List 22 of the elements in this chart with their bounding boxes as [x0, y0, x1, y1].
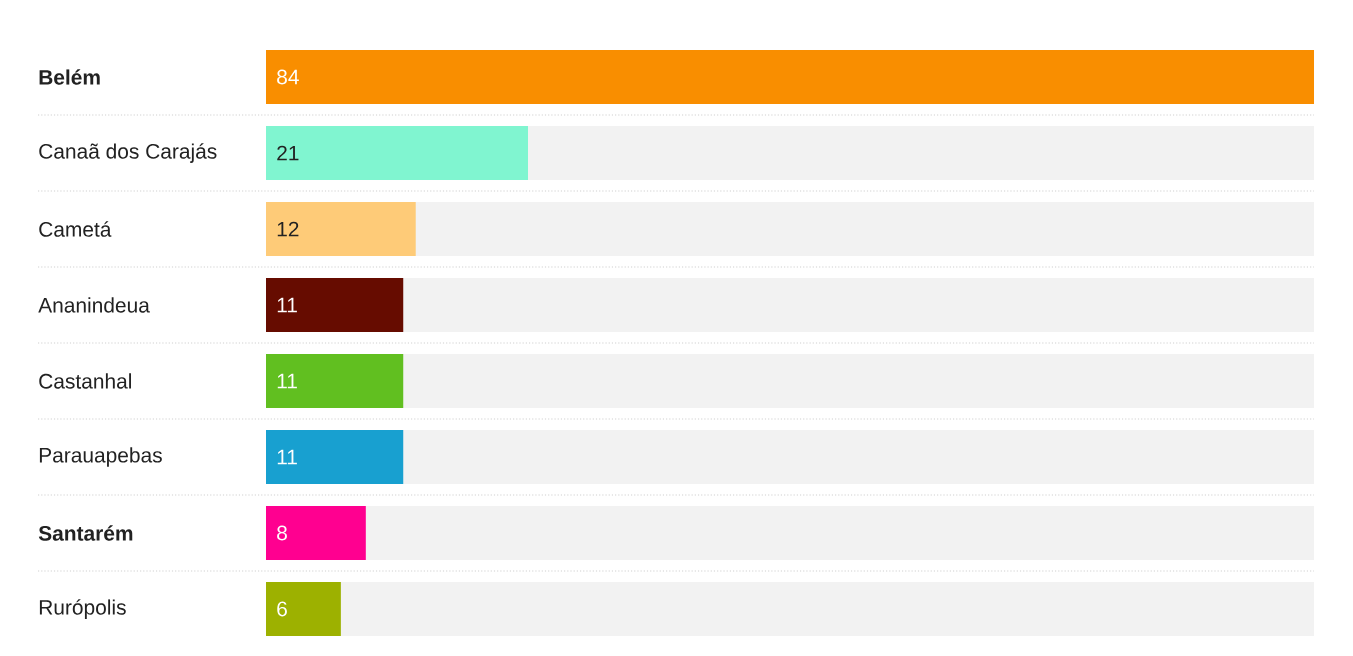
bar — [266, 430, 404, 485]
data-label: 21 — [277, 145, 299, 161]
y-tick-label: Santarém — [38, 525, 133, 541]
bar — [266, 278, 404, 332]
data-label: 8 — [277, 525, 287, 541]
bar — [266, 582, 341, 637]
y-tick-label: Rurópolis — [39, 599, 126, 619]
y-tick-label: Parauapebas — [39, 447, 162, 467]
data-label: 11 — [277, 373, 297, 389]
data-label: 11 — [277, 297, 297, 313]
bar — [266, 506, 366, 561]
data-label: 84 — [277, 69, 299, 85]
y-tick-label: Canaã dos Carajás — [39, 143, 217, 163]
y-tick-label: Ananindeua — [38, 297, 150, 313]
data-label: 6 — [277, 601, 287, 617]
bar — [266, 202, 416, 256]
y-tick-label: Castanhal — [39, 373, 131, 389]
bar — [266, 354, 404, 408]
data-label: 11 — [277, 449, 297, 465]
y-tick-label: Belém — [39, 69, 100, 85]
y-tick-label: Cametá — [39, 221, 112, 237]
data-label: 12 — [277, 221, 299, 237]
